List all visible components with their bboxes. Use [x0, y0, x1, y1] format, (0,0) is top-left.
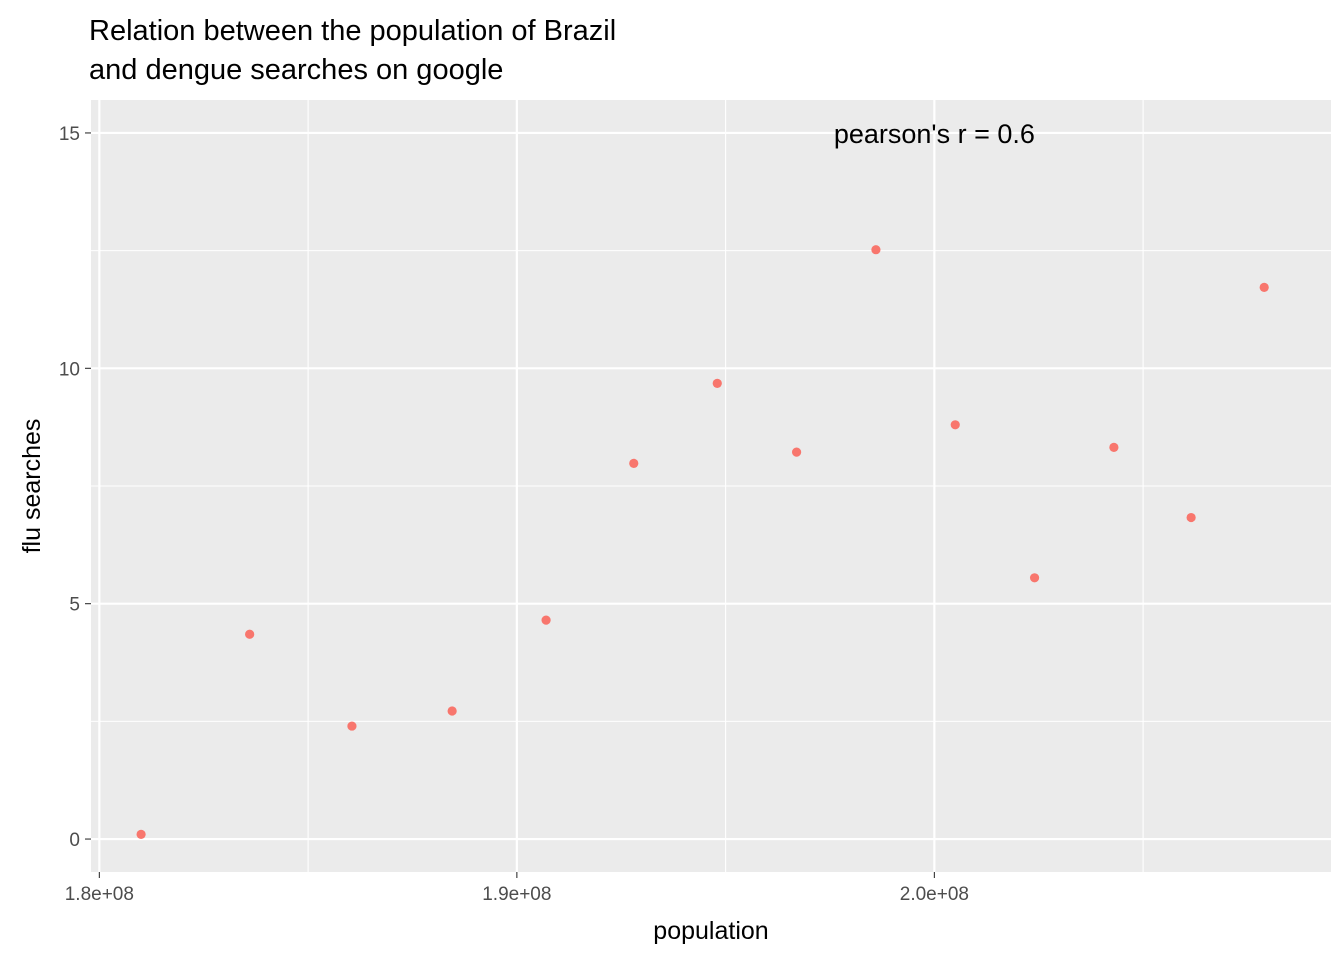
major-gridlines — [91, 100, 1331, 872]
data-point — [1029, 573, 1040, 583]
y-axis-title: flu searches — [18, 419, 46, 554]
data-point — [245, 629, 255, 639]
data-point — [629, 458, 639, 469]
data-point — [871, 245, 881, 255]
data-points — [136, 245, 1269, 839]
chart-title-line-1: Relation between the population of Brazi… — [89, 15, 616, 47]
data-point — [1186, 512, 1196, 523]
data-point — [950, 420, 960, 430]
chart-title: Relation between the population of Brazi… — [89, 15, 616, 86]
data-point — [1259, 282, 1269, 292]
minor-gridlines — [91, 100, 1331, 872]
y-tick-label: 15 — [59, 124, 80, 145]
x-tick-label: 1.8e+08 — [65, 884, 134, 905]
x-tick-label: 2.0e+08 — [900, 884, 969, 905]
y-tick-label: 5 — [69, 595, 80, 616]
data-point — [541, 615, 551, 625]
x-axis-title: population — [653, 917, 768, 945]
data-point — [712, 378, 722, 388]
data-point — [136, 829, 146, 839]
y-axis: 0 5 10 15 — [59, 124, 91, 851]
data-point — [347, 721, 357, 731]
data-point — [791, 447, 802, 457]
pearson-annotation: pearson's r = 0.6 — [834, 119, 1035, 149]
x-axis: 1.8e+08 1.9e+08 2.0e+08 — [65, 872, 969, 905]
chart-title-line-2: and dengue searches on google — [89, 54, 503, 86]
data-point — [447, 706, 457, 716]
y-tick-label: 10 — [59, 359, 80, 380]
x-tick-label: 1.9e+08 — [482, 884, 551, 905]
data-point — [1109, 442, 1119, 452]
y-tick-label: 0 — [69, 830, 80, 851]
